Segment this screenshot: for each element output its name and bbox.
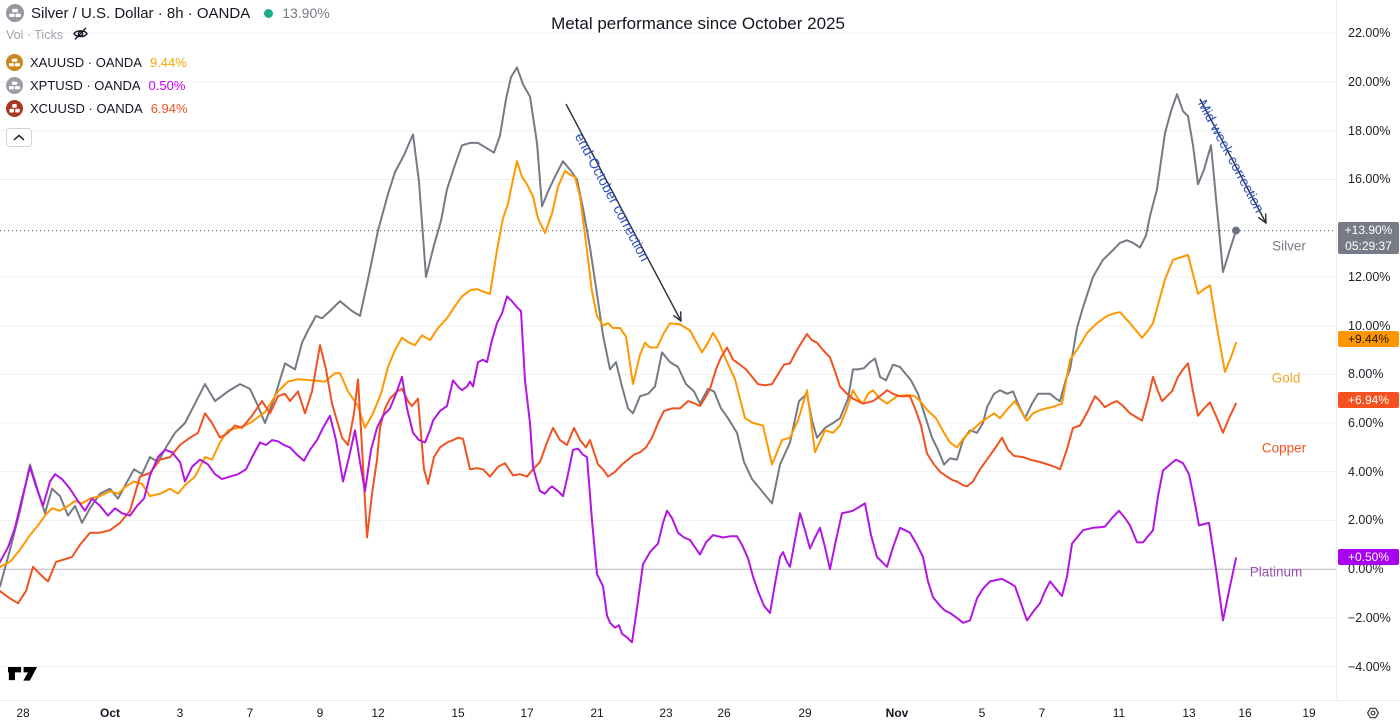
compare-row-xauusd[interactable]: XAUUSD · OANDA 9.44% — [6, 51, 330, 74]
copper-symbol-icon — [6, 100, 23, 117]
compare-symbol-change: 9.44% — [149, 55, 187, 70]
time-axis-tick: 5 — [978, 706, 986, 720]
time-axis-tick: 16 — [1238, 706, 1252, 720]
annotation-arrow-line — [1199, 98, 1267, 224]
series-label-silver: Silver — [1272, 238, 1306, 254]
chart-canvas[interactable] — [0, 0, 1336, 695]
price-badge: +9.44% — [1338, 331, 1399, 348]
time-axis-tick: 11 — [1112, 706, 1126, 720]
price-badge: +6.94% — [1338, 392, 1399, 409]
series-label-platinum: Platinum — [1249, 564, 1303, 580]
time-axis-tick: 13 — [1182, 706, 1196, 720]
series-label-copper: Copper — [1261, 440, 1307, 456]
time-axis-tick: Oct — [99, 706, 121, 720]
annotation-arrowhead — [673, 314, 682, 322]
time-axis-tick: 29 — [798, 706, 812, 720]
price-axis-tick: 18.00% — [1348, 123, 1391, 138]
series-line-silver — [0, 66, 1237, 588]
series-line-gold — [0, 160, 1237, 568]
price-axis-tick: 8.00% — [1348, 367, 1384, 382]
symbol-change-value: 13.90% — [282, 5, 330, 21]
price-axis-tick: 4.00% — [1348, 464, 1384, 479]
time-axis-tick: 23 — [659, 706, 673, 720]
indicator-row[interactable]: Vol · Ticks — [6, 25, 330, 45]
time-axis-tick: 15 — [451, 706, 465, 720]
price-axis[interactable]: 22.00% 20.00% 18.00% 16.00% 12.00% 10.00% 8.00… — [1336, 0, 1400, 700]
time-axis-tick: 7 — [246, 706, 254, 720]
series-label-gold: Gold — [1271, 370, 1301, 386]
price-axis-tick: −2.00% — [1348, 610, 1391, 625]
compare-symbol-change: 0.50% — [148, 78, 186, 93]
time-axis-tick: 7 — [1038, 706, 1046, 720]
series-line-copper — [0, 333, 1237, 605]
legend-panel: Silver / U.S. Dollar · 8h · OANDA 13.90%… — [6, 4, 330, 147]
compare-row-xptusd[interactable]: XPTUSD · OANDA 0.50% — [6, 74, 330, 97]
price-axis-tick: 2.00% — [1348, 513, 1384, 528]
time-axis[interactable]: 28 Oct 3 7 9 12 15 17 21 23 26 29 Nov 5 7 11 13 16 19 — [0, 700, 1400, 723]
annotation-arrow-line — [565, 103, 682, 322]
time-axis-tick: Nov — [885, 706, 909, 720]
price-badge: +0.50% — [1338, 549, 1399, 566]
tradingview-logo-icon[interactable] — [8, 664, 38, 689]
axis-settings-gear-icon[interactable] — [1365, 705, 1381, 723]
time-axis-tick: 19 — [1302, 706, 1316, 720]
compare-symbol-label: XAUUSD · OANDA — [30, 55, 142, 70]
price-axis-tick: 22.00% — [1348, 26, 1391, 41]
time-axis-tick: 28 — [16, 706, 30, 720]
time-axis-tick: 17 — [520, 706, 534, 720]
market-open-dot-icon — [264, 8, 274, 18]
price-axis-tick: 10.00% — [1348, 318, 1391, 333]
price-axis-tick: 16.00% — [1348, 172, 1391, 187]
price-axis-tick: 0.00% — [1348, 562, 1384, 577]
price-badge: +13.90% 05:29:37 — [1338, 221, 1399, 254]
main-symbol-row[interactable]: Silver / U.S. Dollar · 8h · OANDA 13.90% — [6, 4, 330, 22]
time-axis-tick: 21 — [590, 706, 604, 720]
compare-symbol-label: XCUUSD · OANDA — [30, 101, 143, 116]
chart-annotation-title: Metal performance since October 2025 — [551, 14, 845, 33]
price-axis-tick: 12.00% — [1348, 269, 1391, 284]
collapse-legend-button[interactable] — [6, 128, 32, 147]
compare-row-xcuusd[interactable]: XCUUSD · OANDA 6.94% — [6, 97, 330, 120]
visibility-off-icon[interactable] — [72, 25, 89, 45]
silver-symbol-icon — [6, 4, 24, 22]
price-axis-tick: 20.00% — [1348, 75, 1391, 89]
compare-symbol-label: XPTUSD · OANDA — [30, 78, 141, 93]
time-axis-tick: 9 — [316, 706, 324, 720]
compare-symbol-change: 6.94% — [150, 101, 188, 116]
price-axis-tick: 6.00% — [1348, 416, 1384, 431]
series-line-platinum — [0, 295, 1237, 644]
gold-symbol-icon — [6, 54, 23, 71]
annotation-arrowhead — [1258, 216, 1267, 224]
symbol-title[interactable]: Silver / U.S. Dollar · 8h · OANDA — [31, 4, 251, 22]
platinum-symbol-icon — [6, 77, 23, 94]
time-axis-tick: 12 — [371, 706, 385, 720]
series-end-dot — [1232, 226, 1240, 235]
time-axis-tick: 26 — [717, 706, 731, 720]
time-axis-tick: 3 — [176, 706, 184, 720]
price-axis-tick: −4.00% — [1348, 659, 1391, 674]
indicator-label: Vol · Ticks — [6, 28, 63, 42]
